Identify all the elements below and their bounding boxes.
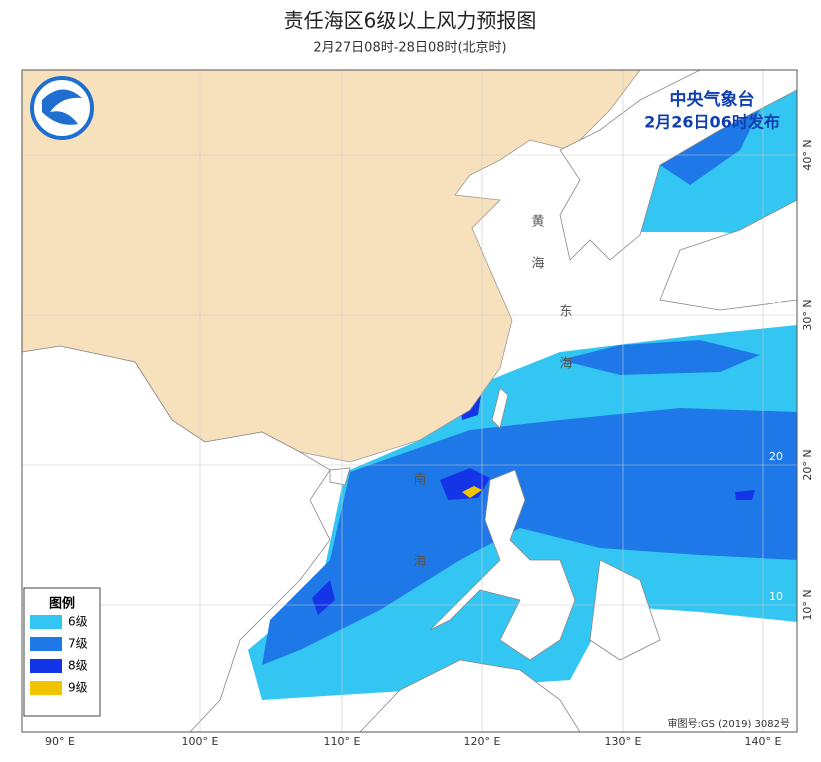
graticule bbox=[22, 70, 797, 732]
legend-label: 8级 bbox=[68, 659, 88, 673]
land-borneo bbox=[359, 659, 581, 732]
lon-label: 100° E bbox=[182, 735, 219, 748]
map-title: 责任海区6级以上风力预报图 bbox=[284, 9, 537, 33]
lat-label: 30° N bbox=[801, 299, 814, 330]
legend-swatch bbox=[30, 615, 62, 629]
wind-area bbox=[262, 408, 797, 665]
sea-label: 黄 bbox=[531, 215, 544, 230]
legend-swatch bbox=[30, 637, 62, 651]
lat-label: 10° N bbox=[801, 589, 814, 620]
legend-label: 6级 bbox=[68, 615, 88, 629]
sea-label: 海 bbox=[531, 257, 544, 272]
legend-label: 7级 bbox=[68, 637, 88, 651]
legend-title: 图例 bbox=[49, 596, 75, 612]
wind-area bbox=[560, 340, 760, 375]
sea-label: 南 bbox=[413, 472, 426, 488]
axis-labels: 90° E 100° E 110° E 120° E 130° E 140° E 10° N… bbox=[45, 139, 814, 748]
land-philippines bbox=[429, 469, 661, 661]
legend-label: 9级 bbox=[68, 681, 88, 695]
lon-label: 90° E bbox=[45, 735, 75, 748]
land-korea-japan bbox=[559, 70, 797, 311]
map-body bbox=[22, 70, 797, 732]
review-number: 审图号:GS (2019) 3082号 bbox=[667, 717, 790, 730]
grid-label: 30 bbox=[769, 300, 783, 313]
legend-swatch bbox=[30, 659, 62, 673]
grid-label: 10 bbox=[769, 590, 783, 603]
legend: 图例 6级 7级 8级 9级 bbox=[23, 587, 101, 717]
sea-label: 海 bbox=[413, 555, 426, 570]
lon-label: 140° E bbox=[745, 735, 782, 748]
wind-area bbox=[660, 110, 760, 185]
land-hainan bbox=[329, 467, 351, 486]
map-frame bbox=[21, 69, 798, 733]
logo bbox=[30, 76, 94, 140]
issuer-name: 中央气象台 bbox=[670, 89, 755, 110]
lon-label: 130° E bbox=[605, 735, 642, 748]
lon-label: 110° E bbox=[324, 735, 361, 748]
map-subtitle: 2月27日08时-28日08时(北京时) bbox=[313, 41, 506, 56]
grid-label: 20 bbox=[769, 450, 783, 463]
lat-label: 20° N bbox=[801, 449, 814, 480]
lat-label: 40° N bbox=[801, 139, 814, 170]
sea-label: 东 bbox=[559, 305, 572, 320]
sea-label: 海 bbox=[559, 357, 572, 372]
issuer-time: 2月26日06时发布 bbox=[644, 113, 780, 132]
lon-label: 120° E bbox=[464, 735, 501, 748]
legend-swatch bbox=[30, 681, 62, 695]
land-taiwan bbox=[491, 387, 509, 429]
wind-area bbox=[462, 486, 482, 498]
